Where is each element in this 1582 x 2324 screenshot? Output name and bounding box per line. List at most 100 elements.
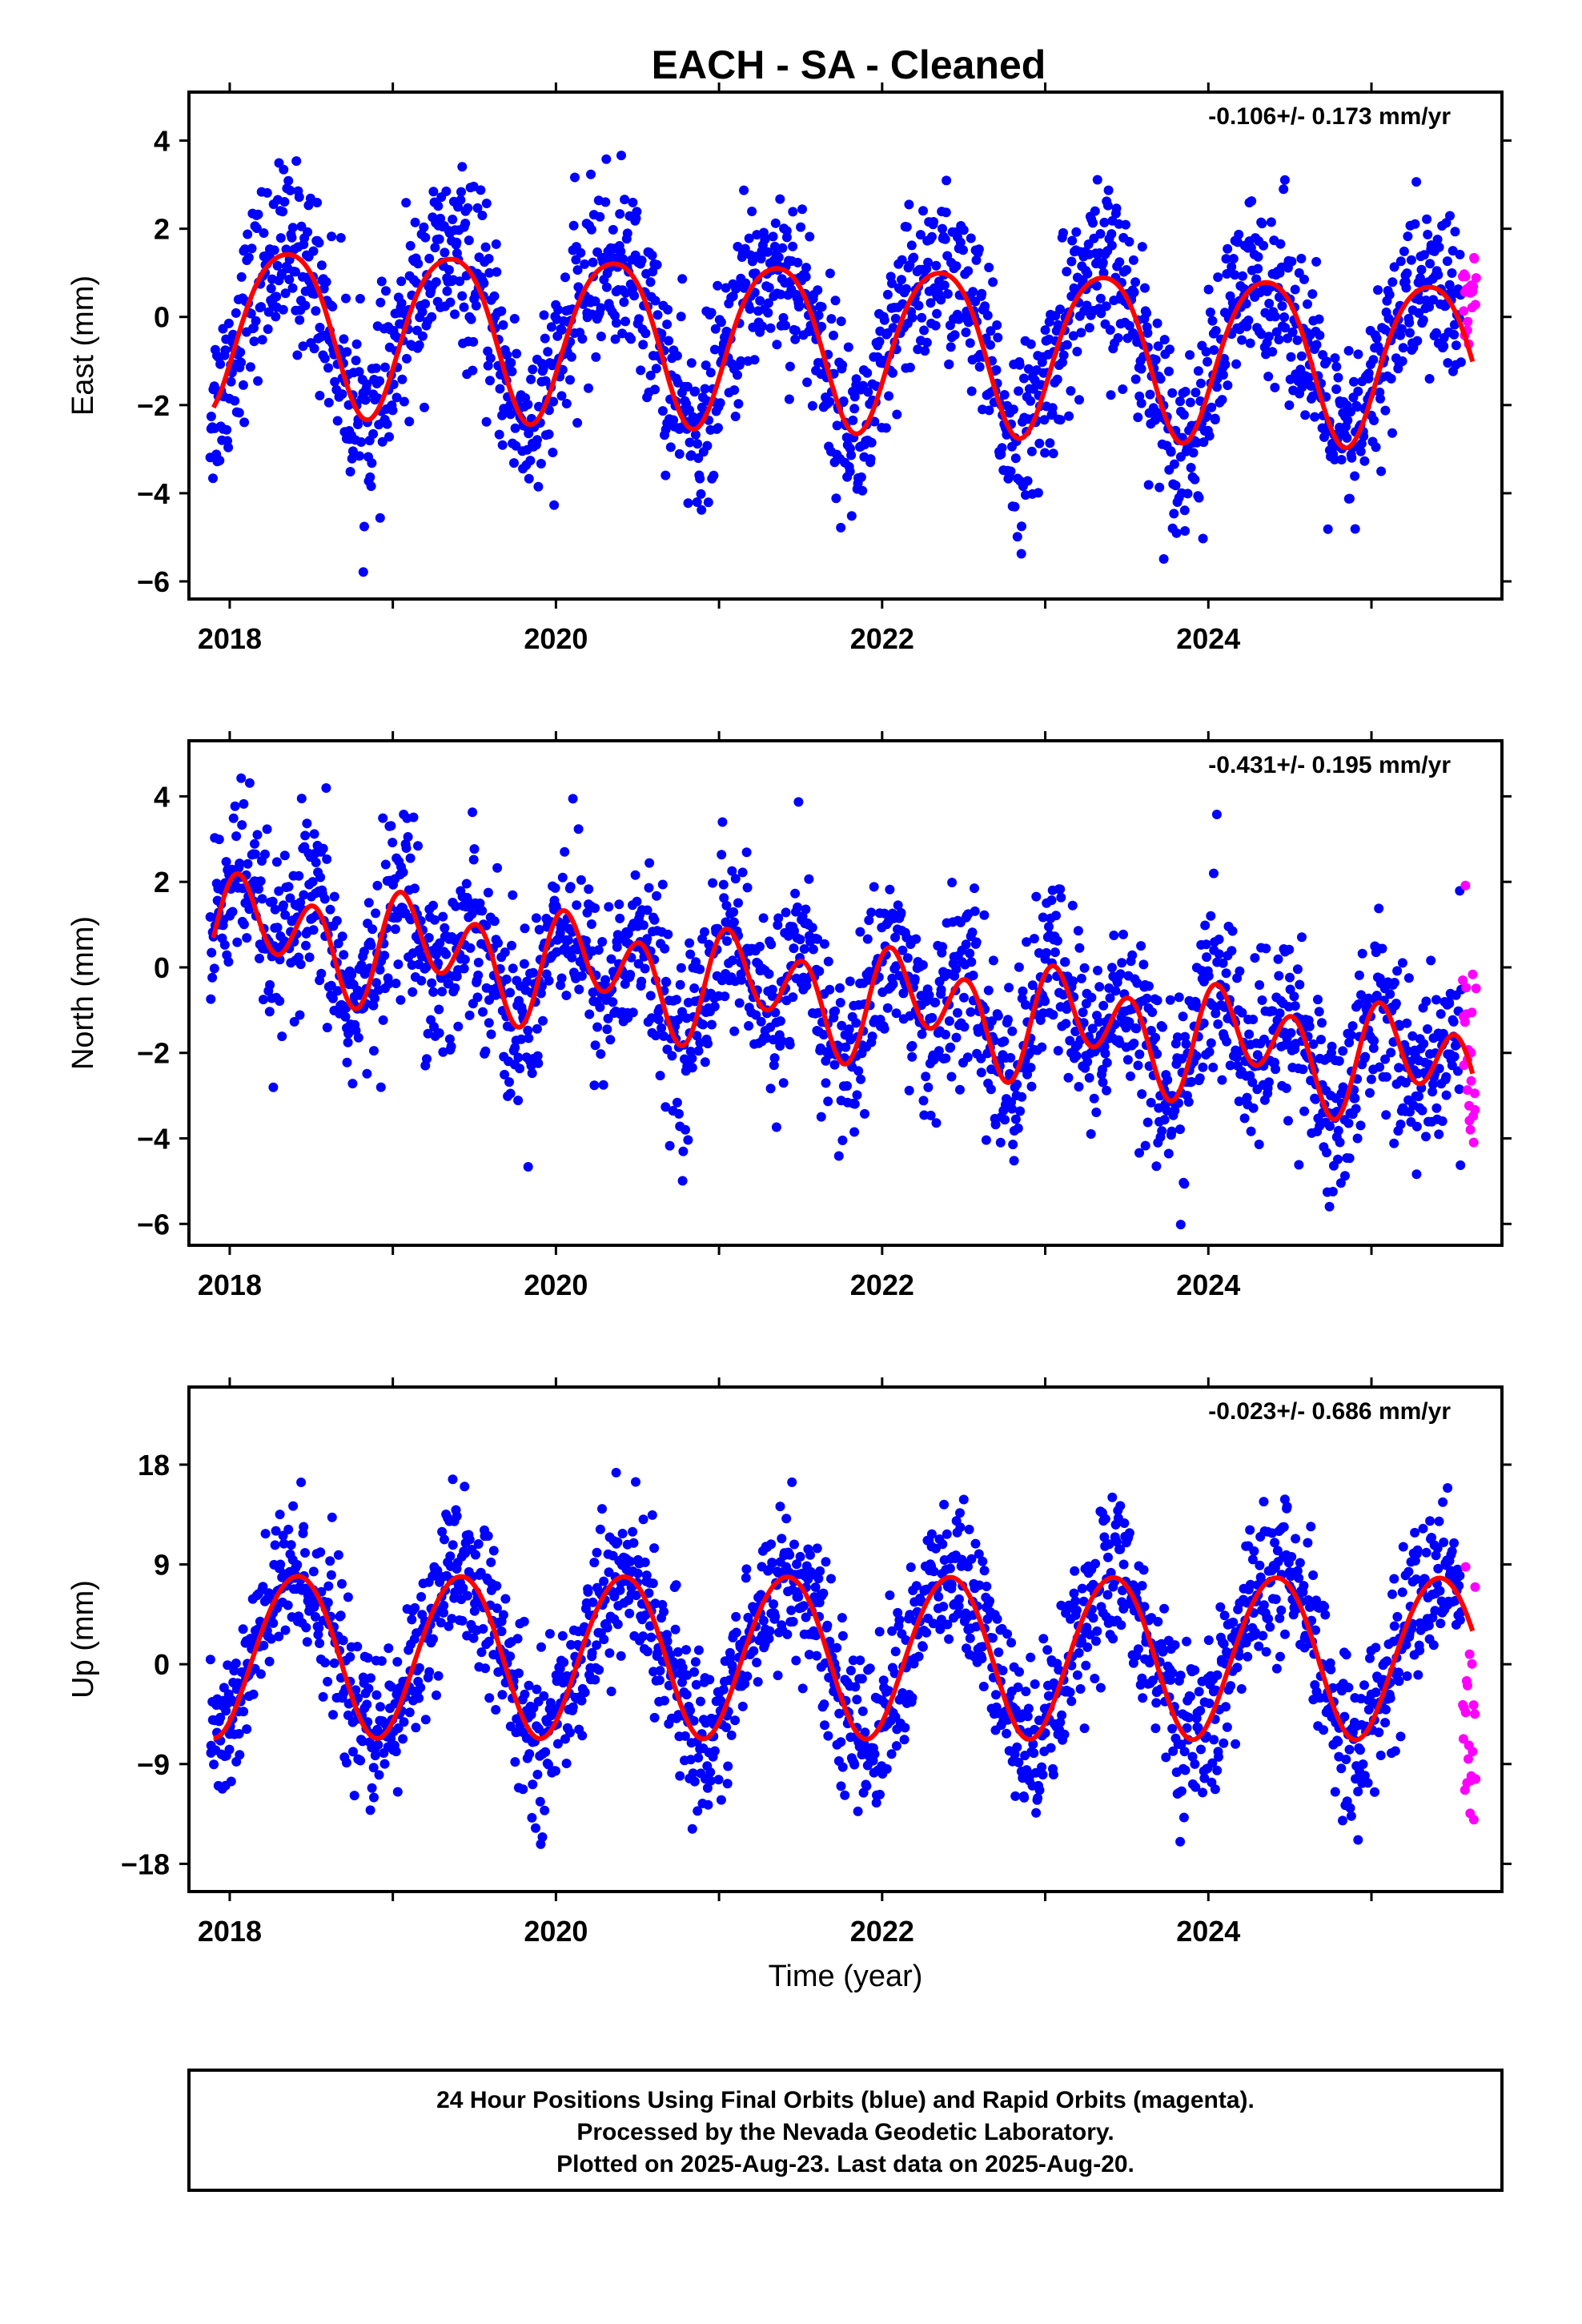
data-point (242, 1724, 252, 1735)
data-point (504, 1077, 514, 1088)
data-point (730, 874, 741, 884)
data-point (900, 1723, 910, 1733)
data-point (591, 352, 601, 362)
data-point (235, 347, 246, 357)
data-point (495, 384, 505, 394)
data-point (913, 300, 924, 311)
data-point (552, 1739, 563, 1749)
data-point (650, 296, 661, 306)
data-point (580, 259, 590, 269)
data-point (560, 846, 570, 857)
data-point (1428, 295, 1439, 305)
data-point (484, 254, 494, 263)
data-point (823, 956, 833, 967)
data-point (893, 900, 903, 911)
data-point (510, 1043, 520, 1053)
data-point (709, 1746, 720, 1756)
data-point (295, 315, 305, 325)
data-point (290, 267, 300, 277)
data-point (492, 1581, 502, 1591)
data-point (396, 276, 407, 287)
data-point (568, 794, 578, 804)
data-point (944, 359, 954, 369)
data-point (401, 198, 412, 208)
data-point (670, 1624, 681, 1634)
data-point (1292, 964, 1303, 975)
data-point (901, 222, 912, 232)
data-point (871, 1798, 881, 1808)
data-point (486, 1029, 496, 1039)
data-point (556, 391, 567, 401)
data-point (1359, 431, 1369, 441)
data-point (1283, 1116, 1293, 1126)
data-point (411, 1723, 421, 1733)
data-point (1471, 983, 1481, 994)
data-point (271, 292, 282, 302)
data-point (565, 882, 576, 892)
data-point (486, 1557, 496, 1567)
data-point (599, 1634, 609, 1645)
data-point (279, 197, 290, 207)
data-point (826, 1574, 836, 1584)
data-point (829, 330, 838, 340)
data-point (417, 331, 428, 341)
data-point (837, 1020, 847, 1031)
data-point (291, 156, 302, 167)
data-point (731, 1627, 741, 1638)
y-tick-label: 0 (154, 951, 170, 984)
data-point (444, 1621, 454, 1631)
data-point (992, 320, 1002, 330)
data-point (879, 1023, 889, 1034)
data-point (1386, 1047, 1396, 1058)
data-point (485, 353, 496, 364)
data-point (1271, 327, 1282, 337)
data-point (615, 913, 625, 923)
data-point (205, 1655, 215, 1665)
plot-area (205, 773, 1481, 1230)
data-point (1314, 1007, 1324, 1017)
data-point (262, 824, 272, 834)
data-point (1009, 1156, 1019, 1166)
data-point (821, 1557, 831, 1567)
data-point (1386, 373, 1396, 384)
data-point (422, 1054, 432, 1064)
x-tick-label: 2018 (198, 1269, 262, 1301)
data-point (1026, 339, 1036, 349)
data-point (1200, 920, 1211, 931)
data-point (811, 1630, 821, 1641)
data-point (1410, 219, 1420, 229)
data-point (788, 1617, 798, 1626)
data-point (534, 924, 544, 935)
data-point (830, 296, 841, 306)
data-point (729, 917, 739, 927)
data-point (209, 963, 219, 974)
data-point (818, 1588, 829, 1598)
data-point (500, 1069, 510, 1080)
data-point (457, 1615, 468, 1626)
data-point (357, 1736, 367, 1747)
data-point (1084, 323, 1094, 333)
data-point (1074, 395, 1084, 405)
data-point (1222, 1036, 1232, 1047)
data-point (329, 1658, 339, 1668)
data-point (583, 1586, 593, 1597)
data-point (1355, 1120, 1366, 1131)
data-point (947, 878, 958, 887)
data-point (1022, 476, 1033, 486)
data-point (1238, 271, 1247, 281)
data-point (531, 913, 541, 923)
data-point (439, 1607, 448, 1618)
data-point (540, 376, 551, 386)
data-point (758, 1615, 769, 1626)
data-point (348, 1747, 358, 1757)
data-point (1421, 996, 1431, 1007)
data-point (508, 890, 518, 900)
data-point (283, 175, 294, 186)
data-point (329, 891, 339, 902)
data-point (1033, 488, 1043, 498)
data-point (1074, 943, 1085, 953)
data-point (1353, 999, 1363, 1009)
data-point (793, 1592, 804, 1602)
data-point (303, 227, 313, 237)
